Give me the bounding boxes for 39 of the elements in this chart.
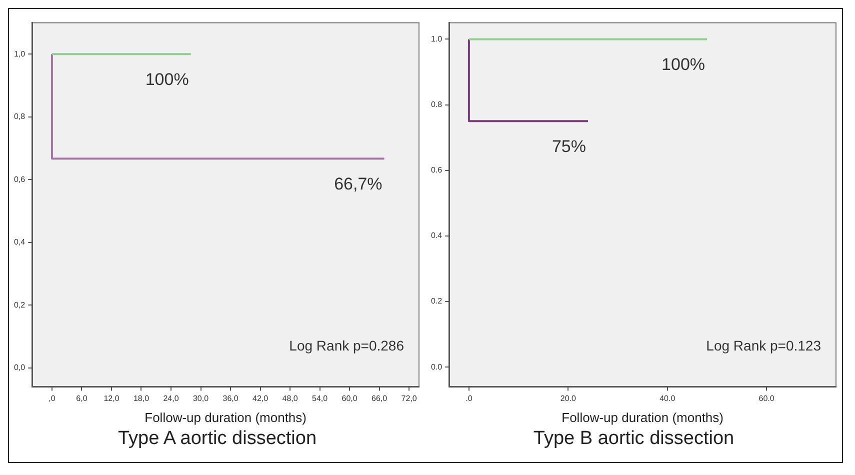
- x-tick-label: 42,0: [252, 394, 269, 403]
- annotation: Log Rank p=0.123: [706, 338, 821, 354]
- y-tick-label: 0,8: [14, 112, 26, 122]
- x-tick-label: 36,0: [222, 394, 240, 403]
- y-tick-label: 0,4: [14, 238, 26, 247]
- x-tick-label: 48,0: [282, 394, 299, 403]
- annotation: 100%: [146, 70, 190, 89]
- x-axis-title: Follow-up duration (months): [144, 410, 307, 425]
- x-tick-label: 54,0: [312, 394, 328, 403]
- y-tick-label: 0,2: [14, 300, 26, 310]
- x-tick-label: 12,0: [104, 394, 120, 403]
- x-tick-label: ,0: [48, 394, 56, 403]
- annotation: 66,7%: [334, 174, 383, 194]
- y-tick-label: 0,0: [14, 363, 26, 372]
- x-tick-label: 72,0: [402, 394, 418, 403]
- y-tick-label: 1,0: [14, 49, 26, 58]
- x-tick-label: 6,0: [76, 394, 88, 403]
- y-tick-label: 1.0: [430, 34, 442, 44]
- y-tick-label: 0,6: [14, 174, 26, 184]
- text: Type B aortic dissection: [533, 428, 734, 450]
- x-tick-label: 40.0: [659, 394, 676, 403]
- y-tick-label: 0.8: [430, 100, 442, 109]
- y-tick-label: 0.2: [430, 296, 442, 306]
- x-tick-label: 24,0: [163, 394, 180, 403]
- annotation: 100%: [661, 54, 705, 74]
- text: Type A aortic dissection: [118, 428, 317, 450]
- x-tick-label: 66,0: [372, 394, 388, 403]
- y-tick-label: 0.0: [430, 362, 442, 372]
- x-tick-label: .0: [465, 394, 473, 403]
- x-tick-label: 30,0: [193, 394, 210, 403]
- annotation: 75%: [552, 136, 586, 156]
- x-tick-label: 20.0: [560, 394, 576, 403]
- y-tick-label: 0.4: [430, 231, 442, 240]
- x-axis-title: Follow-up duration (months): [561, 410, 724, 425]
- x-tick-label: 18,0: [134, 394, 150, 403]
- x-tick-label: 60.0: [758, 394, 775, 403]
- annotation: Log Rank p=0.286: [289, 338, 404, 354]
- x-tick-label: 60,0: [342, 394, 358, 403]
- y-tick-label: 0.6: [430, 166, 442, 175]
